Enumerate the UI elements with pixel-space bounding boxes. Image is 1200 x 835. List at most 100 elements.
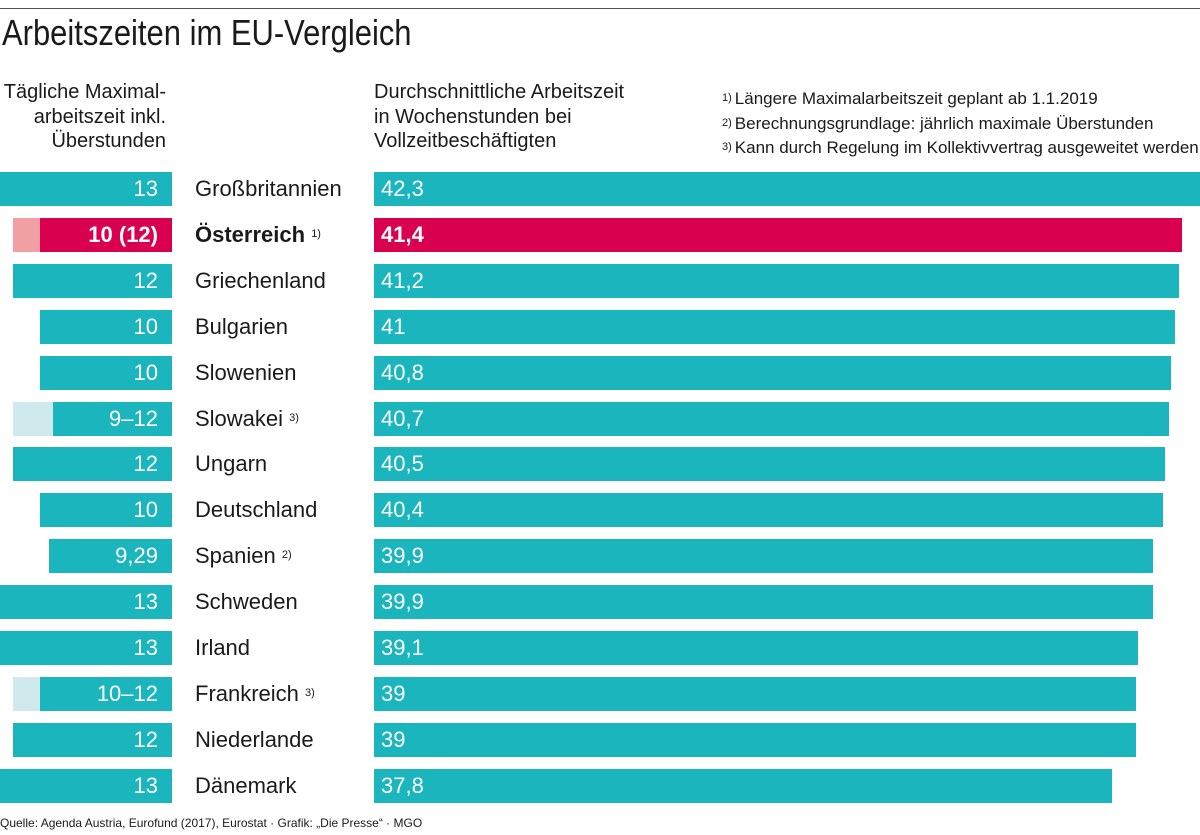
weekly-hours-bar: [374, 631, 1138, 665]
max-hours-bar: [49, 539, 172, 574]
country-name: Ungarn: [195, 451, 268, 477]
country-label: Dänemark: [195, 769, 296, 803]
country-label: Großbritannien: [195, 172, 342, 206]
weekly-hours-bar: [374, 768, 1113, 803]
footnote: 2) Berechnungsgrundlage: jährlich maximal…: [722, 112, 1199, 137]
country-label: Niederlande: [195, 723, 314, 757]
top-rule: [0, 8, 1200, 9]
max-hours-value: 9–12: [109, 405, 158, 431]
weekly-hours-value: 41,2: [381, 267, 424, 293]
weekly-hours-value: 39,1: [381, 635, 424, 660]
country-name: Frankreich: [195, 680, 299, 706]
weekly-hours-bar: [374, 355, 1171, 390]
max-hours-value: 12: [133, 451, 158, 477]
weekly-hours-value: 39,9: [381, 589, 424, 615]
chart-row: 9–12 Slowakei 3) 40,7: [0, 401, 1200, 436]
country-label: Irland: [195, 631, 250, 665]
country-name: Österreich: [195, 221, 306, 247]
weekly-hours-bar: [374, 585, 1154, 620]
country-name: Bulgarien: [195, 313, 288, 339]
max-hours-value: 12: [133, 267, 158, 293]
max-hours-bar: [39, 355, 172, 390]
country-name: Griechenland: [195, 267, 326, 293]
weekly-hours-bar: [374, 539, 1154, 574]
weekly-hours-bar: [374, 263, 1179, 298]
weekly-hours-bar: [374, 309, 1175, 344]
weekly-hours-value: 40,4: [381, 497, 424, 523]
footnote-mark: 1): [722, 92, 732, 104]
footnote: 3) Kann durch Regelung im Kollektivvertra…: [722, 136, 1199, 161]
max-hours-value: 13: [133, 635, 158, 660]
footnote-mark: 3): [722, 141, 732, 153]
chart-row: 10 Deutschland 40,4: [0, 493, 1200, 528]
chart-row: 10 (12) Österreich 1) 41,4: [0, 217, 1200, 252]
max-hours-bar: [39, 309, 172, 344]
chart-row: 12 Ungarn 40,5: [0, 447, 1200, 482]
country-label: Frankreich 3): [195, 677, 315, 711]
country-name: Deutschland: [195, 497, 318, 523]
max-hours-value: 10: [133, 359, 158, 385]
max-hours-value: 10 (12): [88, 221, 158, 247]
country-name: Slowenien: [195, 359, 297, 385]
left-column-header: Tägliche Maximal- arbeitszeit inkl. Über…: [4, 80, 166, 154]
chart-row: 13 Irland 39,1: [0, 631, 1200, 665]
weekly-hours-bar: [374, 172, 1200, 206]
country-name: Schweden: [195, 589, 298, 615]
max-hours-value: 9,29: [115, 543, 158, 569]
weekly-hours-value: 40,7: [381, 405, 424, 431]
right-column-header: Durchschnittliche Arbeitszeit in Wochens…: [374, 80, 624, 154]
max-hours-bar: [39, 217, 172, 252]
weekly-hours-value: 39: [381, 680, 406, 706]
weekly-hours-value: 41: [381, 313, 406, 339]
chart-row: 10 Slowenien 40,8: [0, 355, 1200, 390]
weekly-hours-bar: [374, 676, 1136, 711]
chart-row: 12 Griechenland 41,2: [0, 263, 1200, 298]
country-label: Slowenien: [195, 356, 297, 390]
max-hours-value: 10: [133, 313, 158, 339]
max-hours-value: 13: [133, 176, 158, 201]
weekly-hours-bar: [374, 493, 1163, 528]
chart-row: 10 Bulgarien 41: [0, 309, 1200, 344]
country-label: Schweden: [195, 585, 298, 619]
chart-row: 13 Großbritannien 42,3: [0, 172, 1200, 206]
footnote-ref: 2): [281, 549, 292, 562]
max-hours-value: 12: [133, 726, 158, 752]
country-name: Großbritannien: [195, 176, 342, 201]
footnote-text: Längere Maximalarbeitszeit geplant ab 1.…: [734, 89, 1098, 108]
weekly-hours-value: 40,8: [381, 359, 424, 385]
footnote: 1) Längere Maximalarbeitszeit geplant ab …: [722, 87, 1199, 112]
country-label: Ungarn: [195, 447, 267, 481]
max-hours-bar: [0, 585, 172, 620]
max-hours-value: 13: [133, 772, 158, 798]
max-hours-bar: [0, 172, 172, 206]
max-hours-bar: [13, 263, 172, 298]
country-label: Spanien 2): [195, 539, 292, 573]
max-hours-value: 13: [133, 589, 158, 615]
footnotes: 1) Längere Maximalarbeitszeit geplant ab …: [722, 87, 1199, 161]
footnote-ref: 3): [289, 411, 299, 424]
footnote-text: Kann durch Regelung im Kollektivvertrag …: [734, 138, 1199, 157]
chart-row: 13 Dänemark 37,8: [0, 768, 1200, 803]
chart-row: 9,29 Spanien 2) 39,9: [0, 539, 1200, 574]
max-hours-value: 10–12: [96, 680, 158, 706]
weekly-hours-value: 37,8: [381, 772, 424, 798]
chart-title: Arbeitszeiten im EU-Vergleich: [2, 12, 412, 53]
weekly-hours-value: 41,4: [381, 221, 424, 247]
max-hours-bar: [0, 631, 172, 665]
max-hours-bar: [13, 447, 172, 482]
country-label: Griechenland: [195, 264, 326, 298]
country-label: Slowakei 3): [195, 402, 299, 436]
mid-header-line: Vollzeitbeschäftigten: [374, 130, 557, 152]
weekly-hours-value: 42,3: [381, 176, 424, 201]
weekly-hours-value: 39: [381, 726, 406, 752]
left-header-line: Überstunden: [51, 130, 166, 152]
chart-row: 10–12 Frankreich 3) 39: [0, 676, 1200, 711]
chart-row: 13 Schweden 39,9: [0, 585, 1200, 620]
country-name: Niederlande: [195, 726, 314, 752]
country-label: Bulgarien: [195, 310, 288, 344]
mid-header-line: Durchschnittliche Arbeitszeit: [374, 81, 625, 103]
footnote-mark: 2): [722, 116, 732, 129]
weekly-hours-bar: [374, 447, 1165, 482]
weekly-hours-value: 39,9: [381, 543, 424, 569]
left-header-line: arbeitszeit inkl.: [33, 105, 166, 128]
